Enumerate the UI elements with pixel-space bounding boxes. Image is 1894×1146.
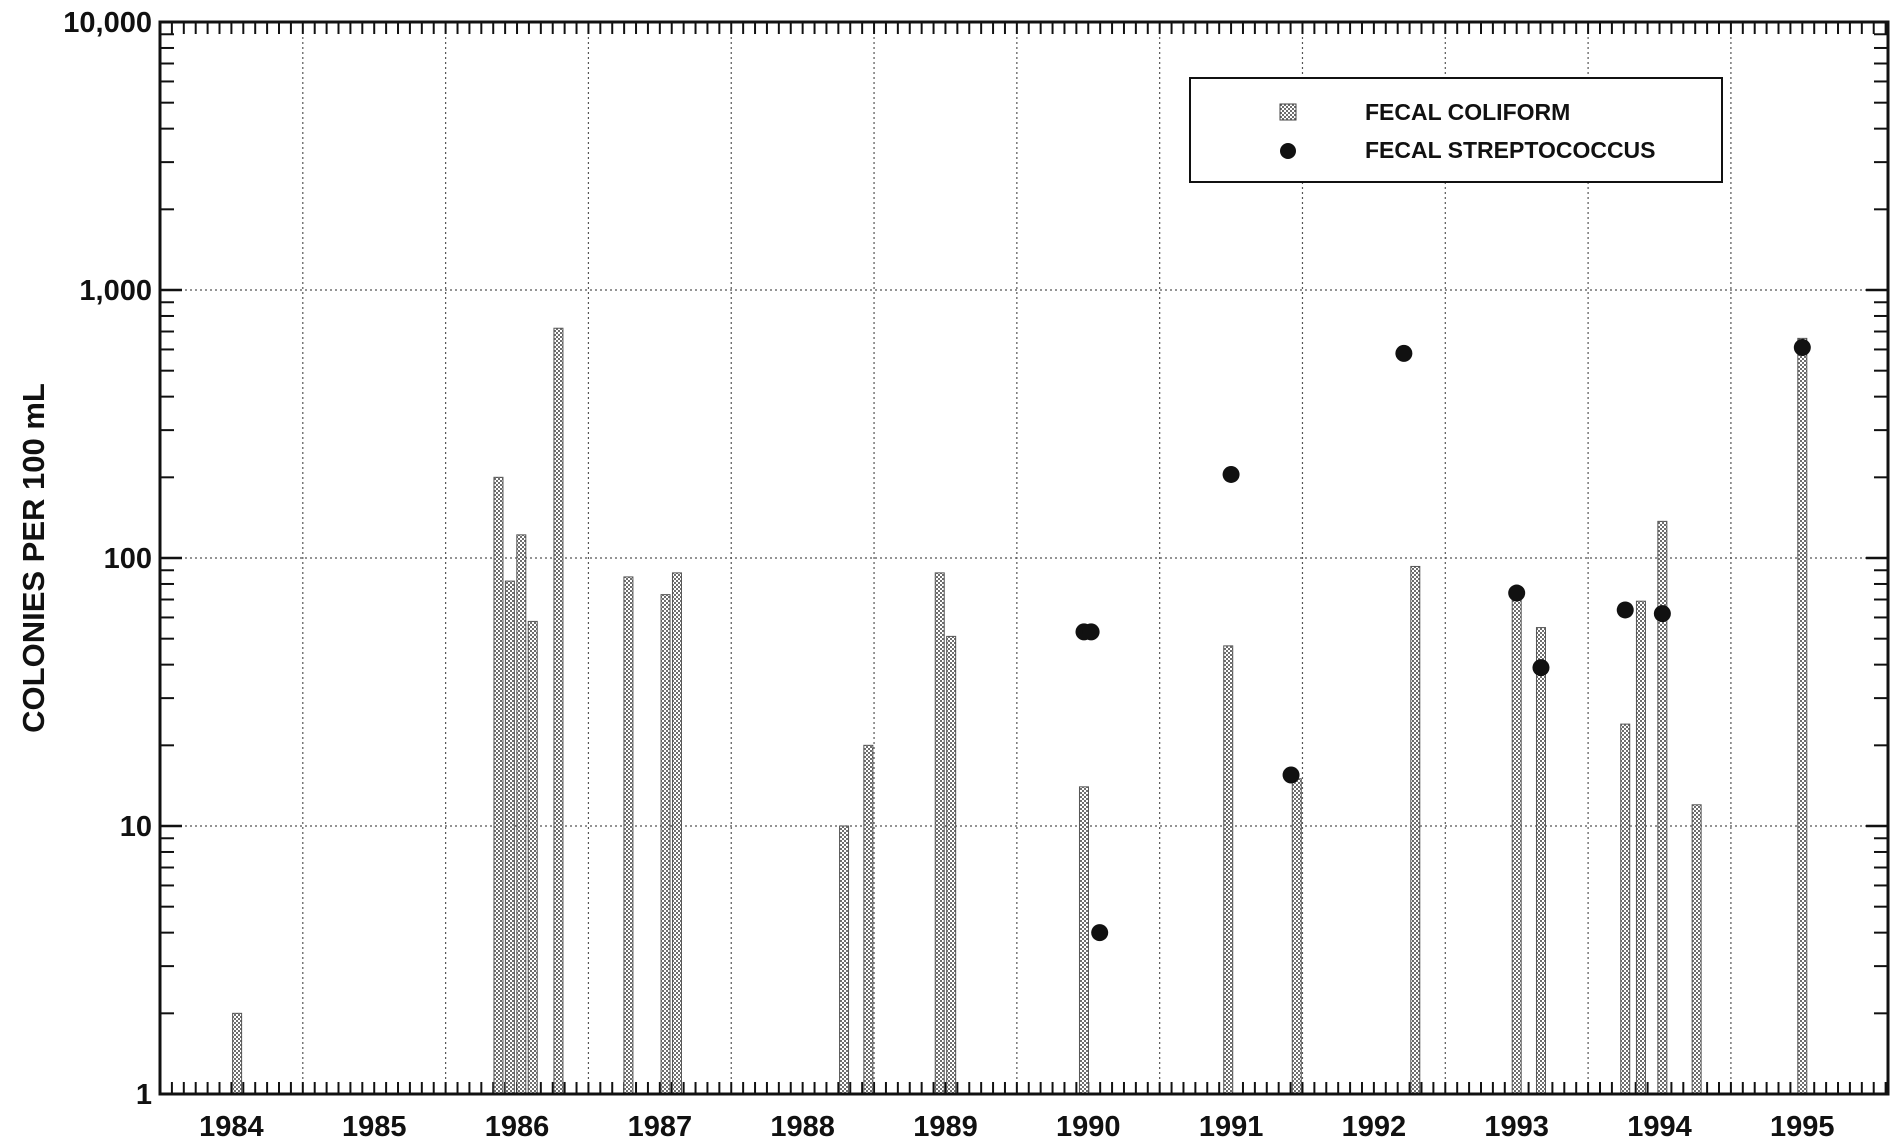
x-tick-label: 1995 [1770,1111,1835,1143]
fecal-coliform-bar [1078,786,1089,1095]
x-tick-label: 1993 [1484,1111,1549,1143]
fecal-coliform-bar [671,572,682,1095]
x-tick-label: 1984 [199,1111,264,1143]
legend-label-fecal-coliform: FECAL COLIFORM [1365,99,1570,125]
x-tick-label: 1989 [913,1111,978,1143]
fecal-streptococcus-point [1793,339,1811,357]
fecal-streptococcus-point [1616,601,1634,619]
fecal-streptococcus-point [1653,605,1671,623]
legend-swatch-fecal-streptococcus [1280,143,1296,159]
fecal-streptococcus-points [1075,339,1811,942]
y-axis-title: COLONIES PER 100 mL [16,383,51,733]
fecal-streptococcus-point [1091,924,1109,942]
legend: FECAL COLIFORM FECAL STREPTOCOCCUS [1189,77,1723,183]
x-tick-label: 1985 [342,1111,407,1143]
fecal-streptococcus-point [1282,766,1300,784]
x-tick-label: 1986 [485,1111,550,1143]
fecal-coliform-bar [934,572,945,1095]
fecal-coliform-bars [232,327,1808,1095]
fecal-coliform-bar [553,327,564,1095]
gridlines [160,22,1888,1094]
y-tick-label: 10,000 [63,7,152,39]
y-tick-label: 1,000 [79,275,152,307]
fecal-coliform-bar [1797,337,1808,1095]
fecal-coliform-bar [946,635,957,1095]
fecal-coliform-bar [623,576,634,1095]
y-tick-label: 1 [136,1079,152,1111]
x-tick-label: 1994 [1627,1111,1692,1143]
fecal-coliform-bar [232,1012,243,1095]
fecal-coliform-bar [1410,565,1421,1095]
legend-label-fecal-streptococcus: FECAL STREPTOCOCCUS [1365,137,1656,163]
fecal-coliform-bar [1620,723,1631,1095]
fecal-coliform-bar [660,594,671,1095]
x-tick-labels: 1984 1985 1986 1987 1988 1989 1990 1991 1992 1993… [199,1111,1834,1143]
x-minor-ticks [160,20,1888,1096]
fecal-coliform-bar [1635,600,1646,1095]
fecal-streptococcus-point [1082,623,1100,641]
fecal-coliform-bar [839,825,850,1095]
legend-swatch-fecal-coliform [1279,103,1297,121]
x-tick-label: 1988 [770,1111,835,1143]
fecal-coliform-bar [504,580,515,1095]
legend-box [1189,77,1723,183]
x-tick-label: 1990 [1056,1111,1121,1143]
y-tick-label: 10 [120,811,152,843]
fecal-streptococcus-point [1508,584,1526,602]
fecal-streptococcus-point [1532,659,1550,677]
y-tick-label: 100 [104,543,152,575]
fecal-streptococcus-point [1395,344,1413,362]
y-tick-labels: 1 10 100 1,000 10,000 [63,7,152,1111]
fecal-streptococcus-point [1222,465,1240,483]
fecal-coliform-bar [527,620,538,1095]
fecal-coliform-bar [1511,594,1522,1095]
fecal-coliform-bar [1291,778,1302,1095]
plot-frame [158,20,1890,1096]
fecal-coliform-bar [1535,627,1546,1095]
fecal-coliform-bar [863,744,874,1095]
x-tick-label: 1992 [1342,1111,1407,1143]
fecal-coliform-bar [516,534,527,1095]
fecal-coliform-bar [493,476,504,1095]
fecal-coliform-bar [1691,804,1702,1095]
x-tick-label: 1991 [1199,1111,1264,1143]
x-tick-label: 1987 [628,1111,693,1143]
fecal-coliform-bar [1223,645,1234,1095]
